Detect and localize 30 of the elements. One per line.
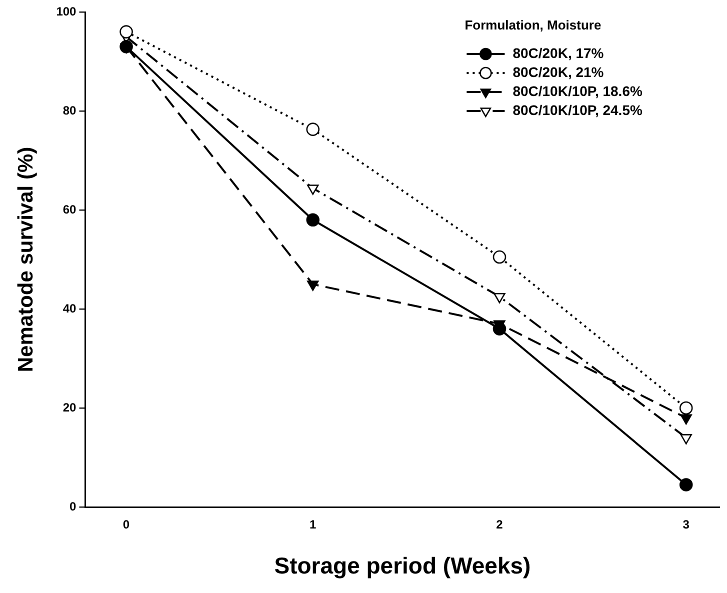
x-axis-title: Storage period (Weeks) <box>274 552 531 579</box>
legend-label: 80C/20K, 17% <box>512 44 604 61</box>
y-tick-label: 40 <box>62 301 77 316</box>
y-tick-label: 0 <box>70 499 77 514</box>
y-tick-label: 20 <box>62 400 77 414</box>
point <box>306 213 320 227</box>
legend-label: 80C/10K/10P, 24.5% <box>512 102 643 118</box>
y-tick-label: 100 <box>56 4 77 18</box>
x-tick-label: 3 <box>682 518 690 532</box>
y-tick-label: 60 <box>62 202 77 216</box>
point <box>306 122 320 136</box>
point <box>492 250 506 264</box>
point <box>679 478 693 492</box>
y-axis-title: Nematode survival (%) <box>14 146 38 372</box>
point <box>679 401 693 415</box>
x-tick-label: 2 <box>496 518 504 532</box>
x-tick-label: 1 <box>310 518 317 532</box>
point <box>494 292 506 304</box>
point <box>307 280 319 291</box>
point <box>680 434 692 444</box>
point <box>120 25 133 38</box>
x-tick-label: 0 <box>122 518 130 532</box>
legend-label: 80C/20K, 21% <box>512 64 604 80</box>
legend-title: Formulation, Moisture <box>464 18 602 33</box>
point <box>492 322 506 336</box>
legend-label: 80C/10K/10P, 18.6% <box>512 82 643 99</box>
y-tick-label: 80 <box>62 103 77 118</box>
point <box>307 184 319 195</box>
point <box>120 40 133 54</box>
point <box>680 414 692 425</box>
